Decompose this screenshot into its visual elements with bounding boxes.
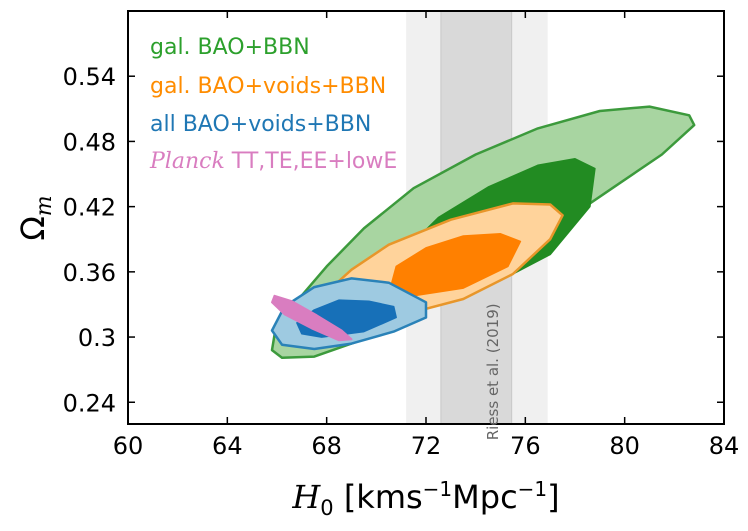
legend-planck-italic: Planck	[149, 149, 225, 174]
y-tick-label: 0.54	[63, 63, 116, 91]
y-tick-label: 0.36	[63, 259, 116, 287]
legend-entry-planck: Planck TT,TE,EE+lowE	[149, 149, 397, 174]
y-axis-label: Ωm	[14, 195, 57, 240]
legend-entry-all-bao-voids-bbn: all BAO+voids+BBN	[150, 112, 371, 137]
x-tick-label: 60	[113, 432, 144, 460]
x-tick-label: 68	[311, 432, 342, 460]
y-tick-label: 0.3	[78, 324, 116, 352]
y-tick-label: 0.42	[63, 194, 116, 222]
x-tick-label: 76	[510, 432, 541, 460]
y-tick-label: 0.48	[63, 128, 116, 156]
legend-planck-rest: TT,TE,EE+lowE	[225, 149, 398, 174]
x-axis-ticks: 60 64 68 72 76 80 84	[113, 11, 740, 460]
riess-band-label: Riess et al. (2019)	[484, 303, 502, 440]
x-axis-label: H0 [kms−1Mpc−1]	[291, 477, 559, 520]
y-tick-label: 0.24	[63, 389, 116, 417]
legend-entry-gal-bao-voids-bbn: gal. BAO+voids+BBN	[150, 74, 386, 99]
contour-regions	[270, 105, 696, 359]
x-tick-label: 64	[212, 432, 243, 460]
planck-tt-te-ee-lowe-contour	[271, 294, 353, 342]
x-tick-label: 84	[709, 432, 740, 460]
gal-bao-voids-bbn-1sigma-contour	[390, 233, 522, 297]
legend: gal. BAO+BBN gal. BAO+voids+BBN all BAO+…	[149, 35, 397, 174]
x-tick-label: 72	[411, 432, 442, 460]
legend-entry-gal-bao-bbn: gal. BAO+BBN	[150, 35, 310, 60]
y-axis-ticks: 0.24 0.3 0.36 0.42 0.48 0.54	[63, 63, 724, 417]
x-tick-label: 80	[609, 432, 640, 460]
